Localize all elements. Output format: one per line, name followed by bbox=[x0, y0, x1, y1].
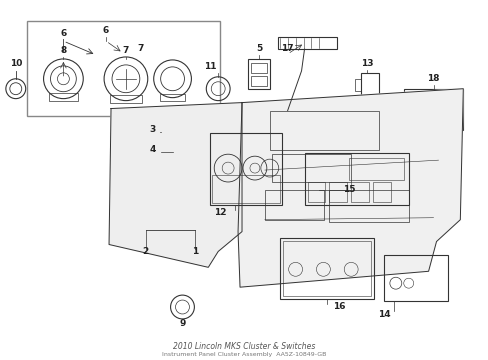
Bar bbox=[304, 153, 408, 205]
Bar bbox=[172, 140, 194, 158]
Bar bbox=[383, 255, 447, 301]
Bar bbox=[269, 111, 378, 150]
Bar bbox=[282, 240, 370, 296]
Polygon shape bbox=[238, 89, 462, 287]
Text: 1: 1 bbox=[192, 247, 198, 256]
Bar bbox=[328, 190, 408, 222]
Text: 17: 17 bbox=[281, 44, 293, 53]
Bar bbox=[328, 182, 346, 202]
Text: 7: 7 bbox=[122, 46, 129, 55]
Text: 14: 14 bbox=[377, 310, 389, 319]
Bar bbox=[350, 182, 368, 202]
Bar bbox=[279, 238, 373, 299]
Text: 10: 10 bbox=[10, 59, 22, 68]
Bar bbox=[212, 175, 279, 203]
Bar bbox=[372, 182, 390, 202]
Bar bbox=[210, 133, 281, 205]
Text: 6: 6 bbox=[103, 26, 109, 35]
Text: 3: 3 bbox=[149, 125, 156, 134]
Bar bbox=[27, 21, 220, 116]
Text: 2010 Lincoln MKS Cluster & Switches: 2010 Lincoln MKS Cluster & Switches bbox=[173, 342, 315, 351]
Bar bbox=[247, 59, 269, 89]
Text: 13: 13 bbox=[360, 59, 372, 68]
Polygon shape bbox=[109, 103, 242, 267]
Text: 9: 9 bbox=[179, 319, 185, 328]
Bar bbox=[250, 63, 266, 73]
Bar bbox=[271, 154, 350, 182]
Text: 7: 7 bbox=[137, 44, 143, 53]
Text: 4: 4 bbox=[149, 145, 156, 154]
Bar bbox=[354, 79, 360, 91]
Bar bbox=[160, 94, 185, 100]
Text: 8: 8 bbox=[60, 46, 66, 55]
Text: 15: 15 bbox=[342, 185, 355, 194]
Text: 12: 12 bbox=[214, 208, 226, 217]
Text: 5: 5 bbox=[255, 44, 262, 53]
Text: 6: 6 bbox=[60, 29, 66, 38]
Text: 16: 16 bbox=[332, 302, 345, 311]
Bar bbox=[264, 190, 324, 220]
Bar bbox=[307, 182, 325, 202]
Text: 11: 11 bbox=[203, 62, 216, 71]
Bar bbox=[277, 37, 337, 49]
Bar bbox=[360, 73, 378, 100]
Bar bbox=[406, 92, 459, 127]
Bar bbox=[348, 158, 403, 180]
Bar bbox=[48, 93, 78, 100]
Text: 2: 2 bbox=[142, 247, 148, 256]
Bar bbox=[110, 95, 142, 103]
Text: 18: 18 bbox=[427, 74, 439, 83]
Text: Instrument Panel Cluster Assembly  AA5Z-10849-GB: Instrument Panel Cluster Assembly AA5Z-1… bbox=[162, 352, 326, 357]
Bar bbox=[403, 89, 462, 130]
Bar bbox=[250, 76, 266, 86]
